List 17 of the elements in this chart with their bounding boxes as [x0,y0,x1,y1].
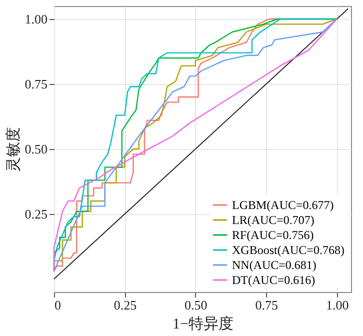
y-tick-label: 0.25 [24,206,48,222]
x-tick-label: 0.75 [255,298,278,312]
legend-label: LGBM(AUC=0.677) [232,198,334,212]
y-tick-label: 0.75 [24,76,48,92]
y-tick-label: 1.00 [24,12,48,26]
y-tick-label: 0.50 [24,142,48,156]
legend-label: DT(AUC=0.616) [232,273,316,287]
x-tick-label: 0 [54,298,61,312]
x-tick-label: 0.25 [114,298,137,312]
x-tick-label: 1.00 [326,298,349,312]
legend-label: NN(AUC=0.681) [232,258,316,272]
y-axis-title: 灵敏度 [4,127,22,172]
legend-label: RF(AUC=0.756) [232,228,314,242]
x-tick-label: 0.50 [184,298,208,312]
x-axis-title: 1−特异度 [172,316,234,332]
legend-label: XGBoost(AUC=0.768) [232,243,344,257]
legend-label: LR(AUC=0.707) [232,213,314,227]
